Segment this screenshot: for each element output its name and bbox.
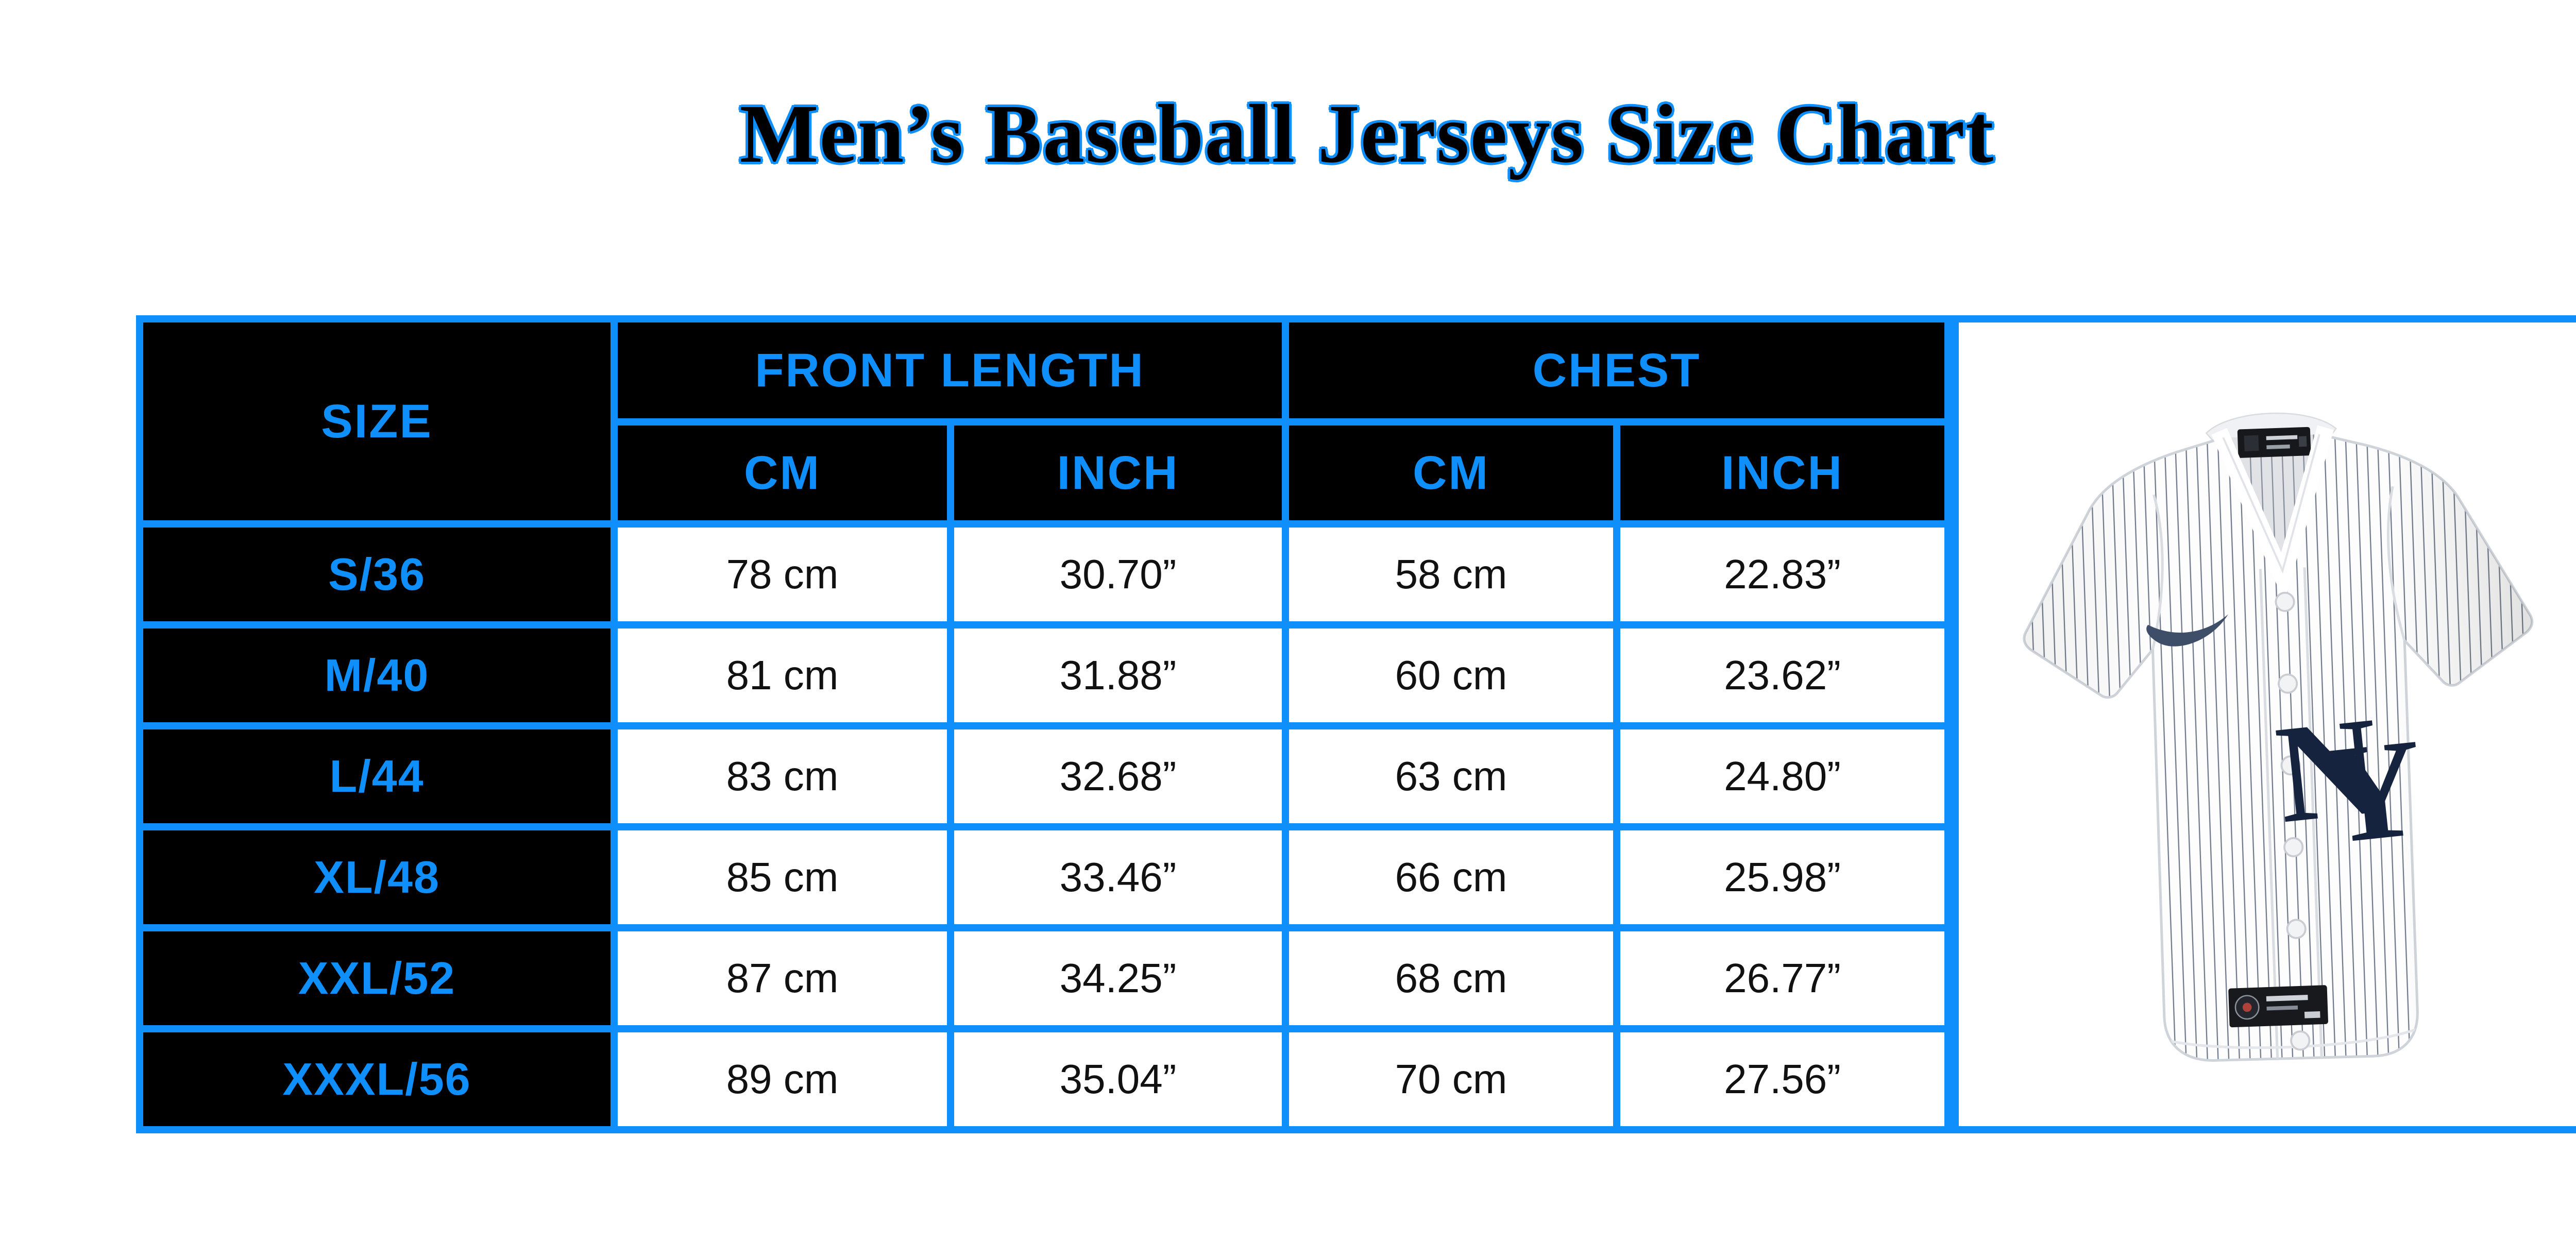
chest-inch-value: 27.56” xyxy=(1613,1025,1952,1133)
front-length-inch-value: 33.46” xyxy=(947,823,1289,931)
vneck-trim xyxy=(2211,425,2334,602)
armhole-seam-right xyxy=(2386,486,2406,641)
chest-inch-value: 26.77” xyxy=(1613,924,1952,1032)
col-subheader-front-cm: CM xyxy=(611,418,954,528)
front-length-inch-value: 30.70” xyxy=(947,520,1289,628)
armhole-seam-left xyxy=(2151,494,2164,650)
chest-cm-value: 70 cm xyxy=(1282,1025,1620,1133)
collar-label xyxy=(2237,427,2311,458)
chest-inch-value: 22.83” xyxy=(1613,520,1952,628)
col-subheader-chest-cm: CM xyxy=(1282,418,1620,528)
jersey-buttons xyxy=(2275,591,2310,1051)
front-length-cm-value: 83 cm xyxy=(611,722,954,830)
jersey-photo-panel: N Y xyxy=(1952,315,2576,1133)
header-row-units: CM INCH CM INCH xyxy=(140,418,1952,528)
page-title: Men’s Baseball Jerseys Size Chart xyxy=(739,88,1995,180)
front-length-cm-value: 89 cm xyxy=(611,1025,954,1133)
table-row: XL/48 85 cm 33.46” 66 cm 25.98” xyxy=(136,823,1952,931)
chest-cm-value: 58 cm xyxy=(1282,520,1620,628)
size-label: L/44 xyxy=(136,722,618,830)
table-row: XXXL/56 89 cm 35.04” 70 cm 27.56” xyxy=(136,1025,1952,1133)
chest-inch-value: 23.62” xyxy=(1613,621,1952,729)
front-length-cm-value: 85 cm xyxy=(611,823,954,931)
size-chart-block: SIZE FRONT LENGTH CHEST CM INCH CM INCH … xyxy=(136,315,2576,1133)
collar-inner-back xyxy=(2223,434,2319,571)
col-subheader-chest-inch: INCH xyxy=(1613,418,1952,528)
chest-inch-value: 24.80” xyxy=(1613,722,1952,830)
front-length-inch-value: 34.25” xyxy=(947,924,1289,1032)
ny-logo-letter-y: Y xyxy=(2313,708,2430,874)
size-label: XXXL/56 xyxy=(136,1025,618,1133)
placket-seam xyxy=(2259,569,2279,1060)
table-row: L/44 83 cm 32.68” 63 cm 24.80” xyxy=(136,722,1952,830)
col-header-chest: CHEST xyxy=(1282,315,1952,426)
chest-cm-value: 63 cm xyxy=(1282,722,1620,830)
size-table: SIZE FRONT LENGTH CHEST CM INCH CM INCH … xyxy=(136,315,1952,1133)
front-length-inch-value: 35.04” xyxy=(947,1025,1289,1133)
nike-swoosh-icon xyxy=(2146,614,2228,647)
front-length-cm-value: 87 cm xyxy=(611,924,954,1032)
col-header-front-length: FRONT LENGTH xyxy=(611,315,1289,426)
table-row: S/36 78 cm 30.70” 58 cm 22.83” xyxy=(136,520,1952,628)
size-label: S/36 xyxy=(136,520,618,628)
size-label: M/40 xyxy=(136,621,618,729)
chest-inch-value: 25.98” xyxy=(1613,823,1952,931)
ny-logo-letter-n: N xyxy=(2269,687,2386,853)
ny-logo: N Y xyxy=(2269,687,2431,874)
header-row-groups: SIZE FRONT LENGTH CHEST xyxy=(136,315,1952,528)
front-length-inch-value: 31.88” xyxy=(947,621,1289,729)
chest-cm-value: 68 cm xyxy=(1282,924,1620,1032)
chest-cm-value: 60 cm xyxy=(1282,621,1620,729)
jock-tag xyxy=(2228,985,2328,1028)
front-length-cm-value: 81 cm xyxy=(611,621,954,729)
table-row: XXL/52 87 cm 34.25” 68 cm 26.77” xyxy=(136,924,1952,1032)
size-label: XL/48 xyxy=(136,823,618,931)
jersey-image: N Y xyxy=(1978,412,2575,1101)
front-length-inch-value: 32.68” xyxy=(947,722,1289,830)
col-header-size: SIZE xyxy=(136,315,618,528)
col-subheader-front-inch: INCH xyxy=(947,418,1289,528)
chest-cm-value: 66 cm xyxy=(1282,823,1620,931)
table-row: M/40 81 cm 31.88” 60 cm 23.62” xyxy=(136,621,1952,729)
front-length-cm-value: 78 cm xyxy=(611,520,954,628)
size-label: XXL/52 xyxy=(136,924,618,1032)
placket-seam xyxy=(2303,567,2323,1058)
